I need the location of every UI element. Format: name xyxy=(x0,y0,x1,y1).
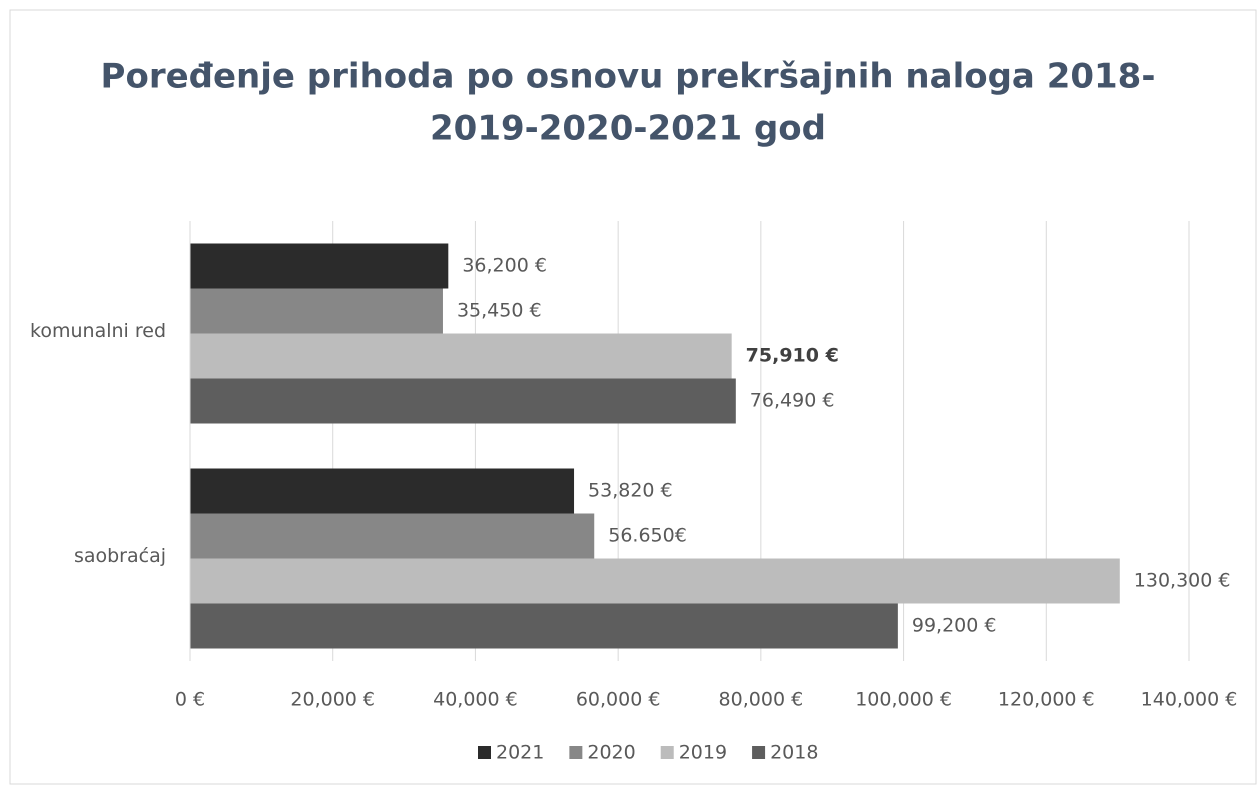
legend-label: 2018 xyxy=(770,742,818,764)
x-tick-label: 0 € xyxy=(175,689,205,711)
x-tick-label: 100,000 € xyxy=(855,689,952,711)
legend-label: 2019 xyxy=(679,742,727,764)
bar xyxy=(190,243,449,289)
legend-swatch xyxy=(569,746,583,759)
bar xyxy=(190,513,595,559)
y-tick-label: saobraćaj xyxy=(74,545,166,567)
value-label: 56.650€ xyxy=(608,525,687,547)
bar xyxy=(190,288,443,334)
value-label: 75,910 € xyxy=(746,345,839,367)
x-tick-label: 20,000 € xyxy=(290,689,375,711)
x-tick-label: 140,000 € xyxy=(1141,689,1238,711)
chart-title: Poređenje prihoda po osnovu prekršajnih … xyxy=(101,57,1156,97)
chart-border xyxy=(9,9,1257,785)
legend-label: 2021 xyxy=(496,742,544,764)
x-tick-label: 60,000 € xyxy=(576,689,661,711)
value-label: 130,300 € xyxy=(1134,570,1231,592)
value-label: 99,200 € xyxy=(912,615,997,637)
x-tick-label: 40,000 € xyxy=(433,689,518,711)
legend-swatch xyxy=(660,746,674,759)
bar xyxy=(190,333,732,379)
legend-swatch xyxy=(752,746,766,759)
value-label: 35,450 € xyxy=(457,300,542,322)
bar xyxy=(190,378,736,424)
bar xyxy=(190,558,1120,604)
y-tick-label: komunalni red xyxy=(30,320,166,342)
legend-label: 2020 xyxy=(587,742,635,764)
value-label: 36,200 € xyxy=(462,255,547,277)
legend-swatch xyxy=(478,746,491,759)
bar xyxy=(190,468,575,514)
x-tick-label: 80,000 € xyxy=(719,689,804,711)
value-label: 53,820 € xyxy=(588,480,673,502)
chart-title: 2019-2020-2021 god xyxy=(430,109,826,149)
x-tick-label: 120,000 € xyxy=(998,689,1095,711)
value-label: 76,490 € xyxy=(750,390,835,412)
bar xyxy=(190,603,898,649)
